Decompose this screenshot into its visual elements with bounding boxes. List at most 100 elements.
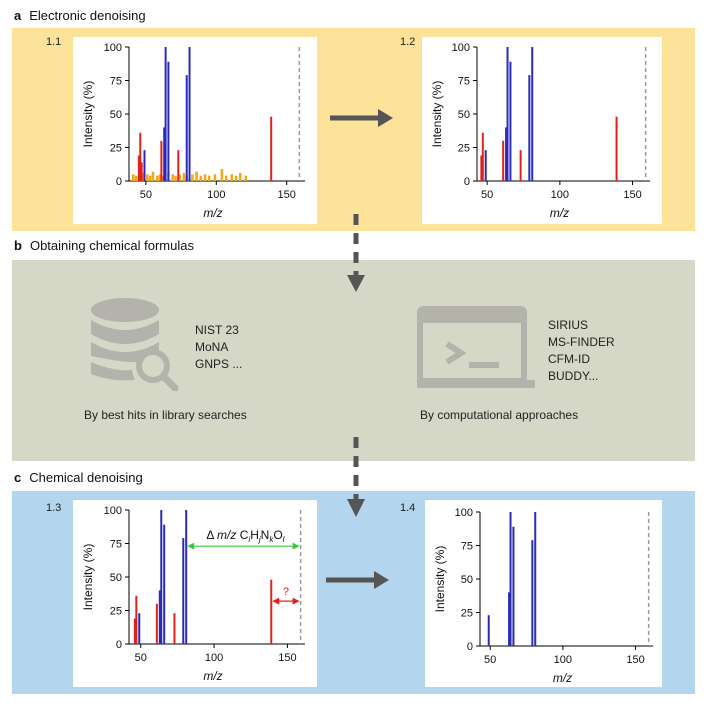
arrow-a-to-b — [347, 214, 365, 292]
blue-peak — [188, 47, 191, 181]
y-tick-label: 100 — [104, 42, 122, 54]
red-peak — [135, 595, 138, 644]
library-item-nist: NIST 23 — [195, 323, 239, 337]
spectrum-panel-1-3: 0 25 50 75 100 50 100 150 Intensity (%) m/z Δ m/z … — [73, 500, 317, 687]
blue-peak — [484, 150, 487, 181]
red-peak — [481, 132, 484, 181]
x-tick-label: 100 — [554, 654, 572, 666]
orange-peak — [171, 174, 174, 181]
tool-sirius: SIRIUS — [548, 318, 589, 332]
formula-part: j — [258, 535, 261, 544]
red-peak — [133, 618, 136, 644]
blue-peak — [143, 150, 146, 181]
y-tick-label: 25 — [110, 143, 122, 155]
orange-peak — [182, 172, 186, 181]
orange-peak — [155, 175, 159, 181]
orange-peak — [234, 175, 238, 181]
red-peak — [502, 140, 505, 181]
orange-peak — [191, 174, 194, 181]
red-peak — [160, 140, 163, 181]
blue-peak — [182, 538, 185, 644]
formula-part: m/z — [217, 528, 236, 542]
y-tick-label: 100 — [455, 507, 473, 519]
orange-peak — [141, 172, 145, 181]
arrow-b-to-c — [347, 437, 365, 517]
orange-peak — [244, 175, 248, 181]
orange-peak — [195, 171, 198, 181]
formula-part: C — [240, 528, 249, 542]
red-peak — [519, 150, 522, 181]
orange-peak — [151, 171, 155, 181]
x-tick-label: 50 — [140, 189, 152, 201]
orange-peak — [230, 174, 234, 181]
x-tick-label: 150 — [623, 189, 641, 201]
formula-part: i — [248, 535, 250, 544]
y-axis-label: Intensity (%) — [433, 546, 447, 613]
y-tick-label: 0 — [116, 176, 122, 188]
section-c-letter: c — [14, 470, 22, 485]
delta-arrowhead-left — [187, 542, 195, 550]
red-peak — [270, 579, 273, 644]
unknown-loss-question: ? — [283, 586, 289, 598]
library-item-mona: MoNA — [195, 340, 229, 354]
x-tick-label: 50 — [135, 652, 147, 664]
red-peak — [615, 116, 618, 181]
blue-peak — [509, 61, 512, 181]
orange-peak — [199, 175, 203, 181]
library-item-gnps: GNPS ... — [195, 357, 243, 371]
x-tick-label: 100 — [207, 189, 225, 201]
x-axis-label: m/z — [203, 669, 222, 683]
section-a-letter: a — [14, 8, 22, 23]
y-tick-label: 50 — [461, 574, 473, 586]
y-tick-label: 50 — [110, 109, 122, 121]
y-tick-label: 0 — [467, 641, 473, 653]
y-axis-label: Intensity (%) — [81, 544, 95, 611]
blue-peak — [160, 510, 163, 644]
loss-arrowhead-left — [272, 597, 280, 605]
orange-peak — [208, 175, 211, 181]
x-tick-label: 100 — [551, 189, 569, 201]
spectrum-chart-1-2: 0 25 50 75 100 50 100 150 Intensity (%) m/z — [430, 42, 650, 220]
orange-peak — [220, 168, 224, 181]
formula-part: k — [269, 535, 274, 544]
red-peak — [177, 150, 180, 181]
x-tick-label: 150 — [626, 654, 644, 666]
orange-peak — [203, 174, 207, 181]
y-tick-label: 50 — [458, 109, 470, 121]
x-tick-label: 50 — [481, 189, 493, 201]
orange-peak — [174, 175, 177, 181]
blue-peak — [534, 512, 537, 646]
blue-peak — [531, 540, 534, 646]
blue-peak — [487, 615, 490, 646]
blue-peak — [185, 75, 188, 181]
blue-peak — [512, 526, 515, 646]
spectrum-chart-1-4: 0 25 50 75 100 50 100 150 Intensity (%) m/z — [433, 507, 653, 685]
formula-part: O — [273, 528, 282, 542]
x-tick-label: 50 — [484, 654, 496, 666]
red-peak — [173, 613, 176, 644]
computational-list: SIRIUS MS-FINDER CFM-ID BUDDY... — [548, 317, 615, 385]
section-b-label: b Obtaining chemical formulas — [14, 238, 194, 253]
section-b-letter: b — [14, 238, 22, 253]
orange-peak — [161, 175, 165, 181]
red-peak — [155, 603, 158, 644]
arrow-1-1-to-1-2 — [330, 109, 393, 127]
y-tick-label: 100 — [104, 505, 122, 517]
blue-peak — [138, 613, 141, 644]
section-a-label: a Electronic denoising — [14, 8, 146, 23]
blue-peak — [505, 127, 508, 181]
orange-peak — [134, 175, 138, 181]
red-peak — [137, 155, 140, 181]
section-c-title: Chemical denoising — [29, 470, 143, 485]
red-peak — [140, 162, 143, 181]
x-axis-label: m/z — [553, 671, 572, 685]
tool-buddy: BUDDY... — [548, 369, 599, 383]
panel-1-1-id: 1.1 — [46, 36, 62, 48]
loss-arrowhead-right — [292, 597, 300, 605]
y-tick-label: 75 — [110, 76, 122, 88]
spectrum-panel-1-4: 0 25 50 75 100 50 100 150 Intensity (%) m/z — [425, 500, 662, 687]
y-tick-label: 0 — [116, 639, 122, 651]
orange-peak — [178, 174, 181, 181]
y-axis-label: Intensity (%) — [430, 81, 444, 148]
